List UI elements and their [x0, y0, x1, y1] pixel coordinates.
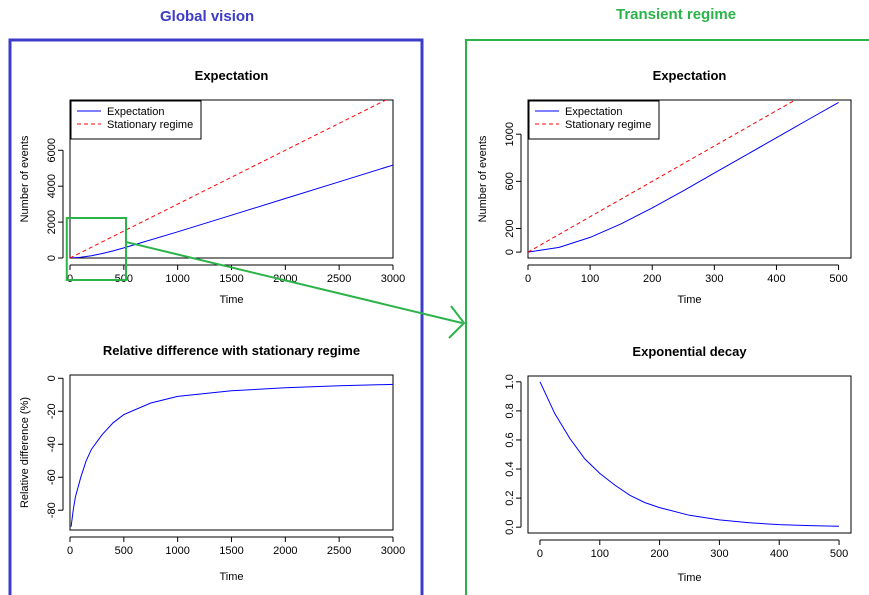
- x-tick-label: 1000: [165, 545, 189, 557]
- chart-transient-expectation: Expectation 0 100 200 300 400 500 0 200 600 1000 Ti…: [477, 68, 852, 306]
- series-line-expectation: [70, 164, 393, 258]
- y-axis-label: Relative difference (%): [19, 397, 31, 508]
- x-tick-label: 300: [705, 273, 723, 285]
- x-tick-label: 400: [770, 548, 788, 560]
- y-tick-label: -40: [46, 436, 58, 452]
- x-tick-label: 2500: [327, 545, 351, 557]
- chart-title: Expectation: [653, 68, 727, 83]
- legend-label: Stationary regime: [107, 119, 193, 131]
- legend-label: Stationary regime: [565, 119, 651, 131]
- x-tick-label: 0: [67, 545, 73, 557]
- series-line-stationary-regime: [528, 100, 797, 253]
- transient-regime-frame: [465, 39, 869, 595]
- y-tick-label: 6000: [46, 138, 58, 162]
- x-tick-label: 100: [591, 548, 609, 560]
- x-tick-label: 500: [115, 545, 133, 557]
- x-tick-label: 0: [525, 273, 531, 285]
- x-tick-label: 200: [643, 273, 661, 285]
- y-tick-label: -80: [46, 502, 58, 518]
- zoom-box: [65, 217, 127, 281]
- series-line-expectation: [528, 101, 839, 253]
- y-axis-label: Number of events: [477, 135, 489, 222]
- series-line-0: [70, 383, 393, 527]
- zoom-indicator: [65, 217, 466, 339]
- y-tick-label: -60: [46, 469, 58, 485]
- series-line-0: [539, 381, 840, 527]
- y-tick-label: 1000: [504, 122, 516, 146]
- y-tick-label: 200: [504, 219, 516, 237]
- x-tick-label: 500: [829, 273, 847, 285]
- y-tick-label: 600: [504, 172, 516, 190]
- y-tick-label: 0.6: [504, 432, 516, 447]
- x-tick-label: 1500: [219, 273, 243, 285]
- y-tick-label: 1.0: [504, 374, 516, 389]
- y-tick-label: 0.8: [504, 403, 516, 418]
- chart-transient-exponential-decay: Exponential decay 0 100 200 300 400 500 0.0 0.2 0…: [504, 344, 852, 584]
- x-tick-label: 2000: [273, 545, 297, 557]
- legend-label: Expectation: [107, 106, 164, 118]
- zoom-arrow: [125, 241, 463, 324]
- x-tick-label: 1500: [219, 545, 243, 557]
- chart-global-relative-difference: Relative difference with stationary regi…: [19, 343, 405, 583]
- x-tick-label: 3000: [381, 273, 405, 285]
- y-tick-label: 2000: [46, 210, 58, 234]
- x-tick-label: 200: [650, 548, 668, 560]
- plot-box: [69, 374, 394, 531]
- y-tick-label: -20: [46, 403, 58, 419]
- x-tick-label: 1000: [165, 273, 189, 285]
- y-tick-label: 0: [46, 375, 58, 381]
- plot-box: [527, 375, 852, 534]
- x-axis-label: Time: [677, 294, 701, 306]
- x-axis-label: Time: [219, 571, 243, 583]
- x-axis-label: Time: [219, 294, 243, 306]
- x-tick-label: 100: [581, 273, 599, 285]
- chart-title: Expectation: [195, 68, 269, 83]
- y-tick-label: 0.2: [504, 490, 516, 505]
- legend-box: [70, 100, 202, 140]
- y-tick-label: 4000: [46, 174, 58, 198]
- y-tick-label: 0: [504, 249, 516, 255]
- global-vision-frame: [8, 38, 424, 595]
- heading-global-vision: Global vision: [160, 8, 255, 25]
- x-tick-label: 0: [537, 548, 543, 560]
- legend-box: [528, 100, 660, 140]
- x-tick-label: 500: [830, 548, 848, 560]
- plot-box: [527, 99, 852, 259]
- y-tick-label: 0.0: [504, 520, 516, 535]
- y-tick-label: 0: [46, 255, 58, 261]
- chart-title: Relative difference with stationary regi…: [103, 343, 360, 358]
- x-tick-label: 3000: [381, 545, 405, 557]
- legend-label: Expectation: [565, 106, 622, 118]
- y-axis-label: Number of events: [19, 135, 31, 222]
- plot-box: [69, 99, 394, 259]
- x-axis-label: Time: [677, 572, 701, 584]
- x-tick-label: 2500: [327, 273, 351, 285]
- zoom-arrow-head: [448, 305, 466, 339]
- x-tick-label: 300: [710, 548, 728, 560]
- chart-title: Exponential decay: [632, 344, 747, 359]
- y-tick-label: 0.4: [504, 461, 516, 476]
- heading-transient-regime: Transient regime: [616, 6, 737, 23]
- x-tick-label: 400: [767, 273, 785, 285]
